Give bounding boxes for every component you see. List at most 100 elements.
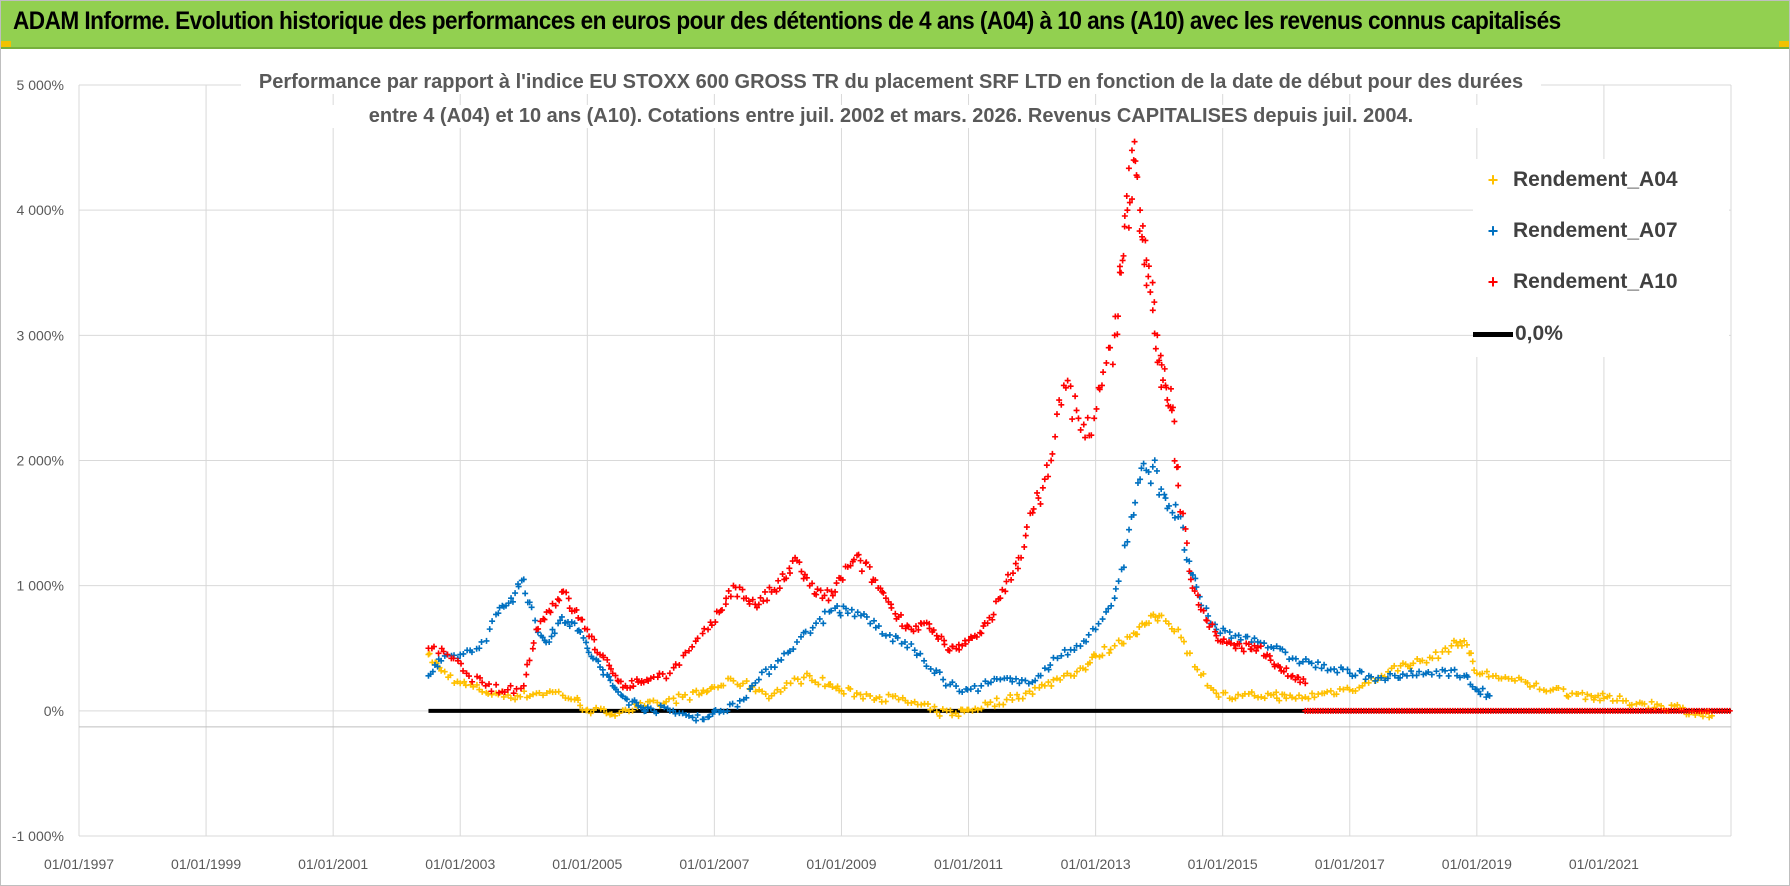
data-point	[850, 556, 857, 563]
data-point	[1280, 668, 1287, 675]
data-point	[771, 690, 778, 697]
data-point	[584, 645, 591, 652]
data-point	[1511, 677, 1518, 684]
data-point	[1053, 675, 1060, 682]
data-point	[1297, 679, 1304, 686]
data-point	[1095, 620, 1102, 627]
data-point	[758, 669, 765, 676]
data-point	[1463, 641, 1470, 648]
data-point	[1041, 476, 1048, 483]
x-tick-label: 01/01/2013	[1061, 856, 1131, 872]
data-point	[839, 576, 846, 583]
data-point	[705, 626, 712, 633]
x-tick-label: 01/01/2019	[1442, 856, 1512, 872]
data-point	[1245, 690, 1252, 697]
data-point	[685, 647, 692, 654]
data-point	[965, 706, 972, 713]
data-point	[779, 571, 786, 578]
series-rendement_a10	[425, 138, 1309, 697]
data-point	[505, 600, 512, 607]
data-point	[1486, 692, 1493, 699]
data-point	[933, 709, 940, 716]
data-point	[1575, 690, 1582, 697]
data-point	[607, 677, 614, 684]
data-point	[552, 602, 559, 609]
data-point	[523, 671, 530, 678]
x-tick-label: 01/01/1997	[44, 856, 114, 872]
data-point	[1154, 332, 1161, 339]
data-point	[793, 638, 800, 645]
data-point	[1153, 467, 1160, 474]
data-point	[1726, 707, 1733, 714]
data-point	[1429, 655, 1436, 662]
data-point	[1136, 228, 1143, 235]
data-point	[936, 712, 943, 719]
data-point	[834, 603, 841, 610]
data-point	[1435, 655, 1442, 662]
data-point	[1477, 691, 1484, 698]
data-point	[429, 668, 436, 675]
data-point	[1428, 671, 1435, 678]
data-point	[959, 642, 966, 649]
data-point	[771, 664, 778, 671]
data-point	[1118, 269, 1125, 276]
data-point	[817, 587, 824, 594]
data-point	[1062, 384, 1069, 391]
data-point	[1227, 640, 1234, 647]
data-point	[1327, 687, 1334, 694]
data-point	[557, 617, 564, 624]
data-point	[469, 678, 476, 685]
data-point	[844, 610, 851, 617]
data-point	[589, 655, 596, 662]
data-point	[717, 707, 724, 714]
data-point	[1071, 647, 1078, 654]
data-point	[1125, 224, 1132, 231]
data-point	[978, 705, 985, 712]
data-point	[775, 577, 782, 584]
data-point	[530, 691, 537, 698]
data-point	[947, 707, 954, 714]
data-point	[672, 661, 679, 668]
data-point	[547, 609, 554, 616]
data-point	[1473, 670, 1480, 677]
data-point	[1172, 501, 1179, 508]
data-point	[1048, 457, 1055, 464]
data-point	[1458, 642, 1465, 649]
y-tick-label: 2 000%	[17, 453, 64, 469]
data-point	[959, 689, 966, 696]
data-point	[729, 700, 736, 707]
data-point	[1413, 672, 1420, 679]
data-point	[1034, 489, 1041, 496]
data-point	[1187, 576, 1194, 583]
data-point	[1526, 683, 1533, 690]
data-point	[1352, 687, 1359, 694]
data-point	[885, 691, 892, 698]
data-point	[814, 586, 821, 593]
data-point	[522, 590, 529, 597]
data-point	[577, 628, 584, 635]
data-point	[616, 710, 623, 717]
data-point	[832, 588, 839, 595]
data-point	[1143, 282, 1150, 289]
data-point	[540, 692, 547, 699]
data-point	[1025, 680, 1032, 687]
data-point	[1030, 505, 1037, 512]
data-point	[693, 687, 700, 694]
data-point	[1524, 680, 1531, 687]
data-point	[1111, 595, 1118, 602]
data-point	[1254, 644, 1261, 651]
data-point	[764, 597, 771, 604]
data-point	[1149, 463, 1156, 470]
data-point	[1533, 680, 1540, 687]
data-point	[1013, 675, 1020, 682]
data-point	[515, 583, 522, 590]
data-point	[1054, 655, 1061, 662]
data-point	[824, 587, 831, 594]
data-point	[1436, 672, 1443, 679]
data-point	[663, 698, 670, 705]
data-point	[566, 605, 573, 612]
data-point	[1543, 688, 1550, 695]
data-point	[1092, 626, 1099, 633]
data-point	[1169, 509, 1176, 516]
data-point	[866, 563, 873, 570]
